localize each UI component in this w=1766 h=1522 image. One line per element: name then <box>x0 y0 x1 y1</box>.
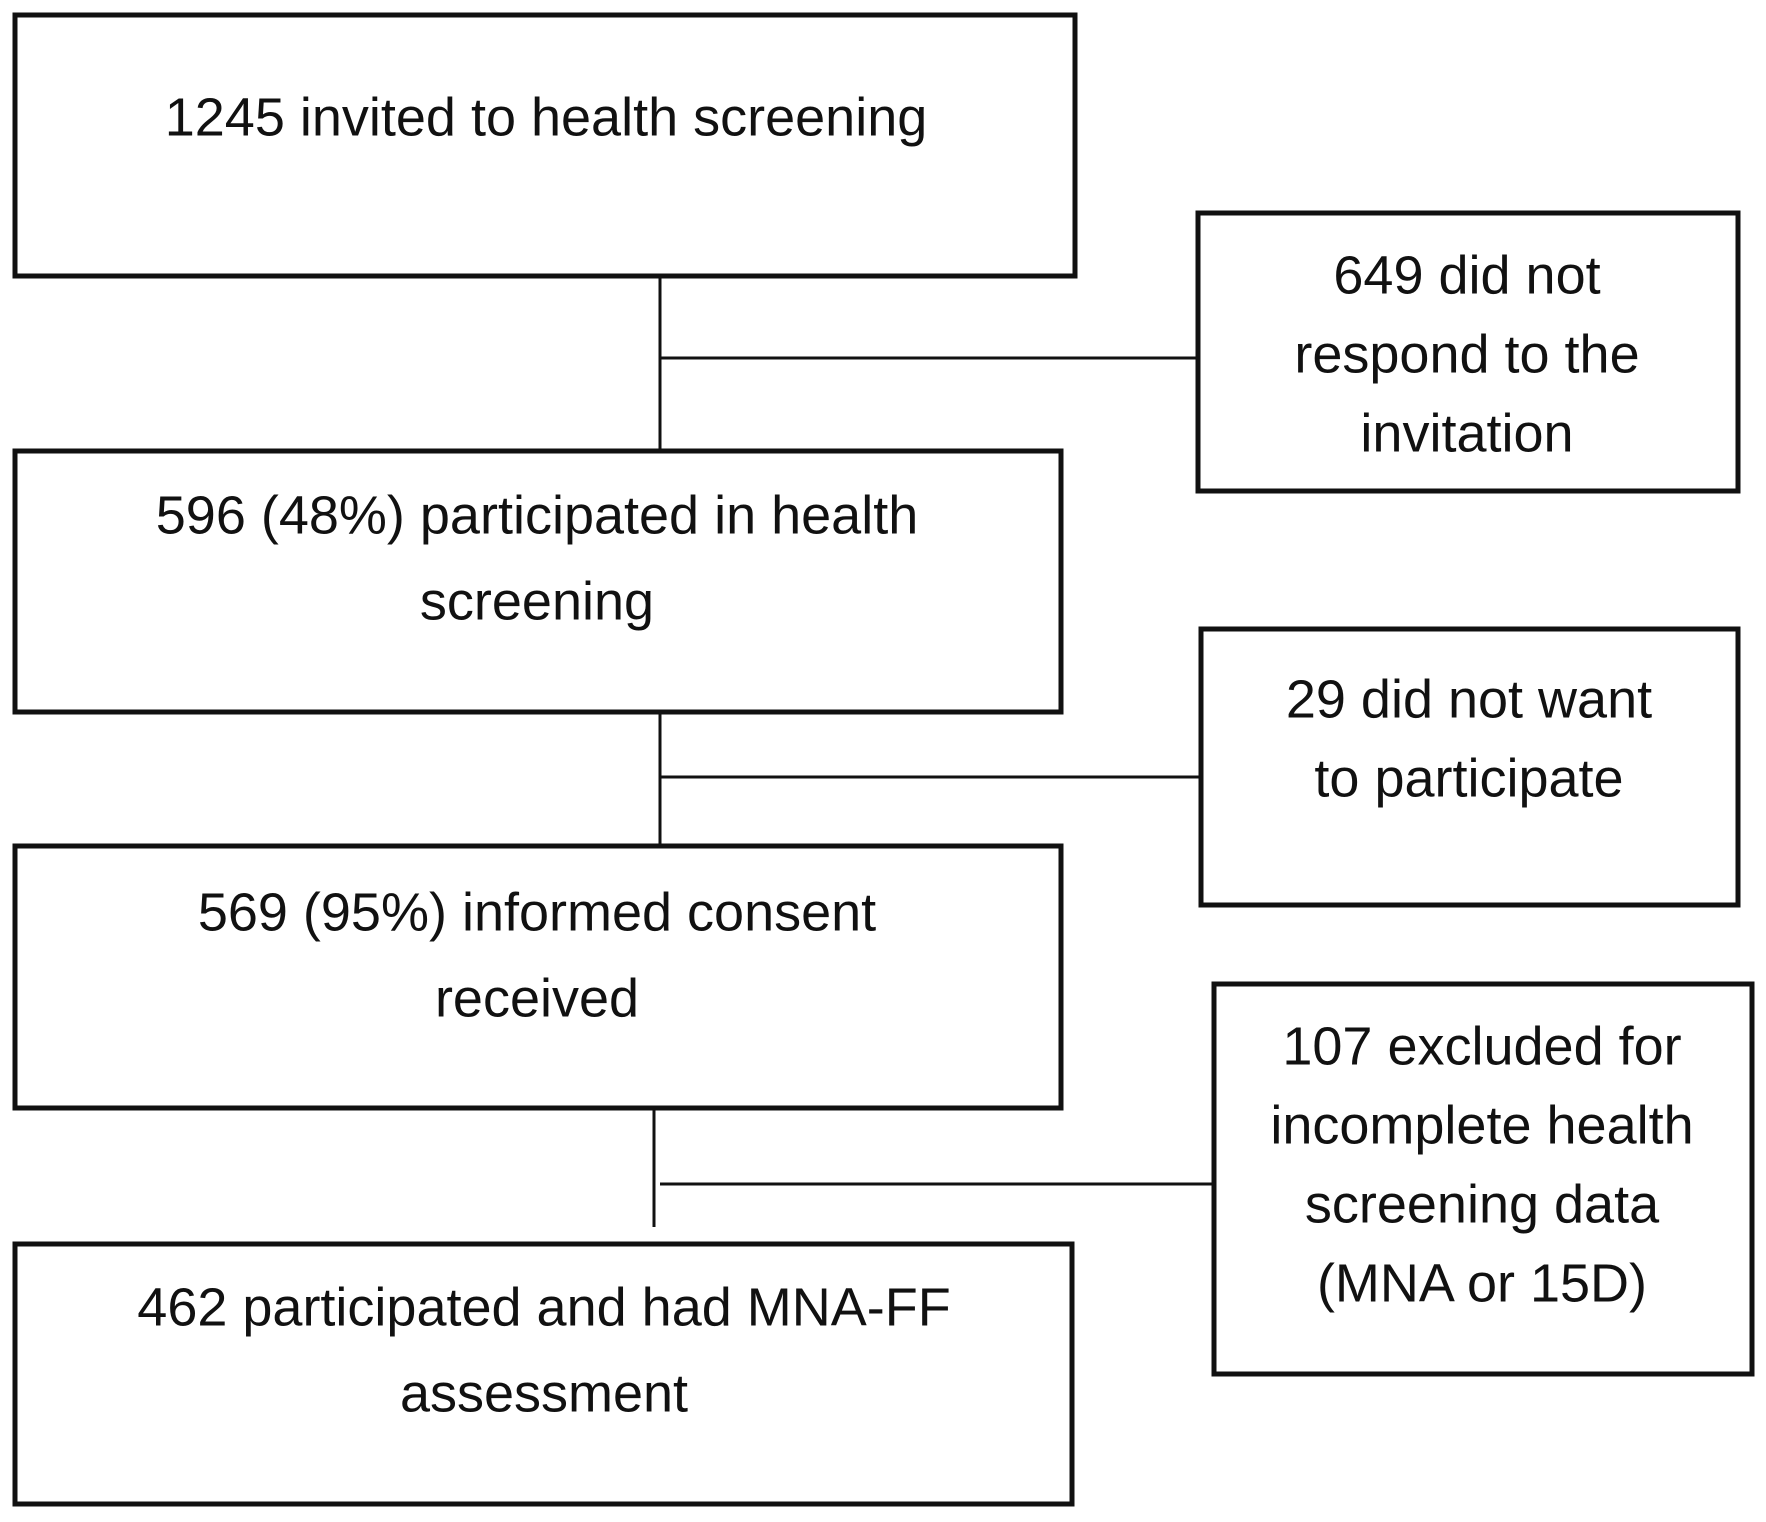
box <box>1198 626 1741 908</box>
box <box>12 12 1078 279</box>
box <box>1195 210 1741 494</box>
step-label: 569 (95%) informed consent <box>198 882 876 942</box>
exclusion-label: invitation <box>1360 403 1573 463</box>
box <box>12 448 1064 715</box>
exclusion-label: 107 excluded for <box>1282 1016 1681 1076</box>
step-label: received <box>435 968 639 1028</box>
box <box>1211 981 1755 1377</box>
exclusion-label: (MNA or 15D) <box>1317 1253 1647 1313</box>
box <box>12 843 1064 1111</box>
exclusion-label: incomplete health <box>1270 1095 1693 1155</box>
exclusion-label: to participate <box>1314 748 1623 808</box>
step-label: 462 participated and had MNA-FF <box>137 1277 950 1337</box>
step-label: screening <box>420 571 654 631</box>
exclusion-label: respond to the <box>1294 324 1639 384</box>
exclusion-label: screening data <box>1305 1174 1660 1234</box>
step-label: 596 (48%) participated in health <box>156 485 919 545</box>
exclusion-label: 29 did not want <box>1286 669 1652 729</box>
step-label: 1245 invited to health screening <box>165 87 928 147</box>
exclusion-label: 649 did not <box>1333 245 1600 305</box>
step-label: assessment <box>400 1363 688 1423</box>
box <box>12 1241 1075 1507</box>
